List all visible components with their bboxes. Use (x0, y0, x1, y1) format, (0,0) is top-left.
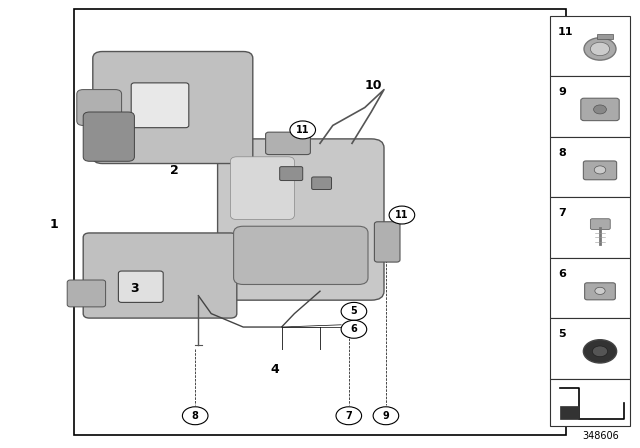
Circle shape (336, 407, 362, 425)
Text: 5: 5 (351, 306, 357, 316)
Circle shape (182, 407, 208, 425)
FancyBboxPatch shape (266, 132, 310, 155)
Bar (560, 406, 579, 418)
FancyBboxPatch shape (230, 157, 294, 220)
FancyBboxPatch shape (234, 226, 368, 284)
Bar (550, 258, 630, 318)
Bar (550, 137, 630, 197)
Text: 2: 2 (170, 164, 179, 177)
Text: 7: 7 (558, 208, 566, 218)
FancyBboxPatch shape (280, 167, 303, 181)
Circle shape (341, 320, 367, 338)
FancyBboxPatch shape (93, 52, 253, 164)
Text: 9: 9 (383, 411, 389, 421)
Text: 8: 8 (558, 148, 566, 158)
Text: 5: 5 (558, 329, 566, 339)
FancyBboxPatch shape (67, 280, 106, 307)
Text: 8: 8 (192, 411, 198, 421)
Circle shape (373, 407, 399, 425)
FancyBboxPatch shape (77, 90, 122, 125)
Circle shape (590, 42, 610, 56)
FancyBboxPatch shape (590, 219, 611, 229)
FancyBboxPatch shape (312, 177, 332, 190)
Circle shape (593, 346, 608, 357)
Circle shape (595, 287, 605, 294)
Circle shape (290, 121, 316, 139)
Text: 3: 3 (130, 282, 139, 296)
Text: 4: 4 (271, 363, 280, 376)
Bar (550, 76, 630, 137)
Text: 348606: 348606 (583, 431, 620, 441)
Text: 6: 6 (558, 269, 566, 279)
Bar (550, 197, 630, 258)
Text: 11: 11 (558, 27, 573, 37)
Text: 11: 11 (395, 210, 409, 220)
Bar (74, 9, 566, 435)
Text: 6: 6 (351, 324, 357, 334)
Text: 7: 7 (346, 411, 352, 421)
FancyBboxPatch shape (131, 83, 189, 128)
Circle shape (595, 166, 605, 174)
FancyBboxPatch shape (374, 222, 400, 262)
Bar (550, 16, 630, 76)
Circle shape (584, 38, 616, 60)
FancyBboxPatch shape (118, 271, 163, 302)
FancyBboxPatch shape (585, 283, 616, 300)
Circle shape (389, 206, 415, 224)
FancyBboxPatch shape (83, 112, 134, 161)
Circle shape (341, 302, 367, 320)
Circle shape (584, 340, 617, 363)
Text: 9: 9 (558, 87, 566, 97)
FancyBboxPatch shape (584, 161, 617, 180)
Bar (550, 318, 630, 379)
Bar (550, 379, 630, 426)
Text: 11: 11 (296, 125, 310, 135)
Text: 10: 10 (364, 78, 382, 92)
FancyBboxPatch shape (218, 139, 384, 300)
Text: 1: 1 (50, 217, 59, 231)
FancyBboxPatch shape (83, 233, 237, 318)
FancyBboxPatch shape (581, 98, 620, 121)
Bar (596, 34, 613, 39)
Circle shape (594, 105, 607, 114)
